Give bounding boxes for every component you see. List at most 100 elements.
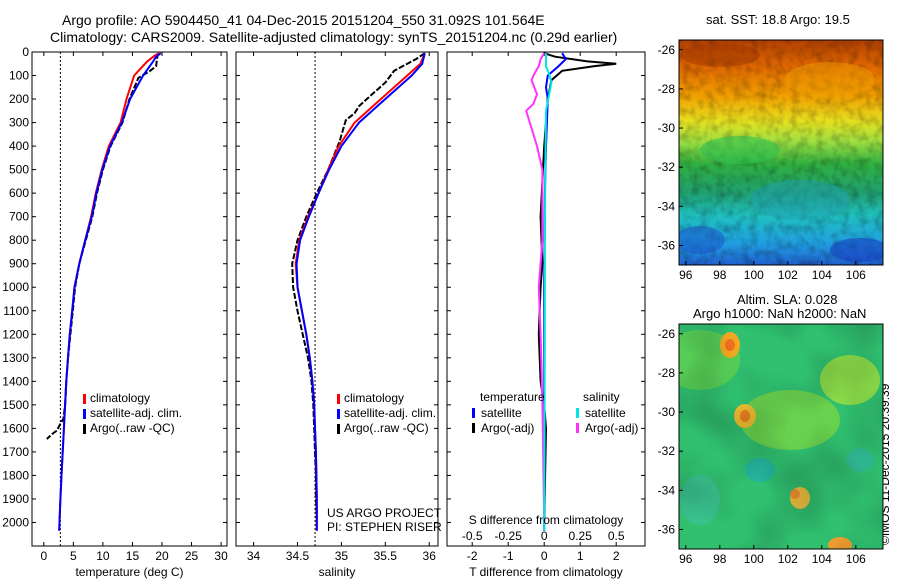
temperature-xtick-label: 30 xyxy=(214,549,228,563)
legend-swatch xyxy=(83,394,86,404)
difference-xtick-label: 0 xyxy=(541,549,548,563)
sla-map-title-line2: Argo h1000: NaN h2000: NaN xyxy=(693,306,867,321)
sst_map-xtick-label: 106 xyxy=(846,268,866,282)
legend-label: Argo(-adj) xyxy=(481,421,534,435)
salinity-xtick-label: 34.5 xyxy=(286,549,310,563)
salinity-xtick-label: 35 xyxy=(335,549,349,563)
depth-tick-label: 400 xyxy=(9,139,29,153)
depth-tick-label: 1500 xyxy=(2,398,29,412)
depth-tick-label: 1000 xyxy=(2,280,29,294)
sla_map-xtick-label: 104 xyxy=(812,552,832,566)
sst_map-ytick-label: -26 xyxy=(658,43,676,57)
depth-tick-label: 2000 xyxy=(2,515,29,529)
sst-map: 96 98 100 102 104 106 -26 -28 -30 -32 -34 -36 xyxy=(658,39,884,282)
legend-label: satellite xyxy=(481,406,522,420)
legend-label: satellite-adj. clim. xyxy=(90,406,182,420)
temperature-xtick-label: 15 xyxy=(126,549,140,563)
sla_map-ytick-label: -32 xyxy=(658,444,676,458)
depth-tick-label: 1300 xyxy=(2,351,29,365)
sla_map-ytick-label: -30 xyxy=(658,405,676,419)
sst_map-frame xyxy=(678,39,884,266)
sst_map-xtick-label: 98 xyxy=(713,268,727,282)
legend-swatch xyxy=(83,409,86,419)
sla_map-xtick-label: 98 xyxy=(713,552,727,566)
salinity-axes-frame xyxy=(235,51,439,547)
legend-label: Argo(..raw -QC) xyxy=(344,421,429,435)
temperature-xtick-label: 10 xyxy=(96,549,110,563)
legend-label: satellite xyxy=(585,406,626,420)
figure-title-line2: Climatology: CARS2009. Satellite-adjuste… xyxy=(50,29,618,45)
depth-tick-label: 500 xyxy=(9,163,29,177)
depth-tick-label: 900 xyxy=(9,257,29,271)
sla_map-frame xyxy=(678,323,884,550)
diff-s-xtick-label: 0.5 xyxy=(608,529,625,543)
difference-series-salinity-satellite xyxy=(543,53,553,531)
depth-tick-label: 100 xyxy=(9,69,29,83)
diff-legend-salinity-title: salinity xyxy=(583,390,620,404)
difference-xtick-label: -2 xyxy=(467,549,478,563)
legend-swatch xyxy=(472,408,475,418)
temperature-axes-frame xyxy=(31,51,228,547)
sst_map-xtick-label: 102 xyxy=(778,268,798,282)
legend-label: satellite-adj. clim. xyxy=(344,406,436,420)
difference-profile-plot: -2 -1 0 1 2 T difference from climatology temp… xyxy=(446,51,646,579)
temperature-xtick-label: 0 xyxy=(40,549,47,563)
temperature-xtick-label: 5 xyxy=(70,549,77,563)
temperature-xlabel: temperature (deg C) xyxy=(75,565,183,579)
sst_map-xtick-label: 100 xyxy=(744,268,764,282)
difference-xtick-label: 2 xyxy=(613,549,620,563)
diff-s-xlabel: S difference from climatology xyxy=(469,513,624,527)
legend-swatch xyxy=(472,423,475,433)
sla_map-xtick-label: 106 xyxy=(846,552,866,566)
sst-map-title: sat. SST: 18.8 Argo: 19.5 xyxy=(706,12,850,27)
salinity-profile-plot: 34 34.5 35 35.5 36 salinity climatologysatelli… xyxy=(235,51,439,579)
legend-swatch xyxy=(337,394,340,404)
depth-tick-label: 300 xyxy=(9,116,29,130)
salinity-xtick-label: 36 xyxy=(423,549,437,563)
salinity-xlabel: salinity xyxy=(319,565,356,579)
sla_map-xtick-label: 102 xyxy=(778,552,798,566)
legend-label: Argo(-adj) xyxy=(585,421,638,435)
diff-s-xtick-label: 0 xyxy=(541,529,548,543)
sla-map: 96 98 100 102 104 106 -26 -28 -30 -32 -34 -36 xyxy=(658,323,884,566)
depth-tick-label: 700 xyxy=(9,210,29,224)
figure-title-line1: Argo profile: AO 5904450_41 04-Dec-2015 … xyxy=(62,12,545,28)
salinity-xtick-label: 34 xyxy=(247,549,261,563)
legend-swatch xyxy=(337,424,340,434)
salinity-xtick-label: 35.5 xyxy=(374,549,398,563)
legend-swatch xyxy=(337,409,340,419)
depth-tick-label: 0 xyxy=(22,45,29,59)
depth-tick-label: 1600 xyxy=(2,421,29,435)
diff-s-xtick-label: -0.5 xyxy=(462,529,483,543)
sst_map-ytick-label: -34 xyxy=(658,199,676,213)
legend-label: Argo(..raw -QC) xyxy=(90,421,175,435)
sst_map-xtick-label: 96 xyxy=(679,268,693,282)
sla-map-title-line1: Altim. SLA: 0.028 xyxy=(737,292,838,307)
depth-tick-label: 200 xyxy=(9,92,29,106)
depth-tick-label: 1400 xyxy=(2,374,29,388)
legend-swatch xyxy=(83,424,86,434)
legend-swatch xyxy=(576,408,579,418)
difference-series-salinity-argo-adj- xyxy=(525,52,546,523)
temperature-xtick-label: 25 xyxy=(185,549,199,563)
sst_map-ytick-label: -36 xyxy=(658,238,676,252)
difference-xtick-label: -1 xyxy=(503,549,514,563)
depth-tick-label: 1100 xyxy=(3,304,29,318)
sla_map-ytick-label: -26 xyxy=(658,327,676,341)
depth-tick-label: 1200 xyxy=(2,327,29,341)
temperature-xtick-label: 20 xyxy=(155,549,169,563)
diff-legend-temperature-title: temperature xyxy=(480,390,545,404)
legend-swatch xyxy=(576,423,579,433)
depth-tick-label: 1900 xyxy=(2,492,29,506)
project-label-line2: PI: STEPHEN RISER xyxy=(327,520,442,534)
depth-tick-label: 800 xyxy=(9,233,29,247)
sla_map-ytick-label: -36 xyxy=(658,522,676,536)
sla_map-xtick-label: 100 xyxy=(744,552,764,566)
depth-tick-label: 600 xyxy=(9,186,29,200)
sla_map-xtick-label: 96 xyxy=(679,552,693,566)
sla_map-ytick-label: -28 xyxy=(658,366,676,380)
difference-xlabel: T difference from climatology xyxy=(469,565,623,579)
sst_map-ytick-label: -30 xyxy=(658,121,676,135)
depth-tick-label: 1700 xyxy=(2,445,29,459)
